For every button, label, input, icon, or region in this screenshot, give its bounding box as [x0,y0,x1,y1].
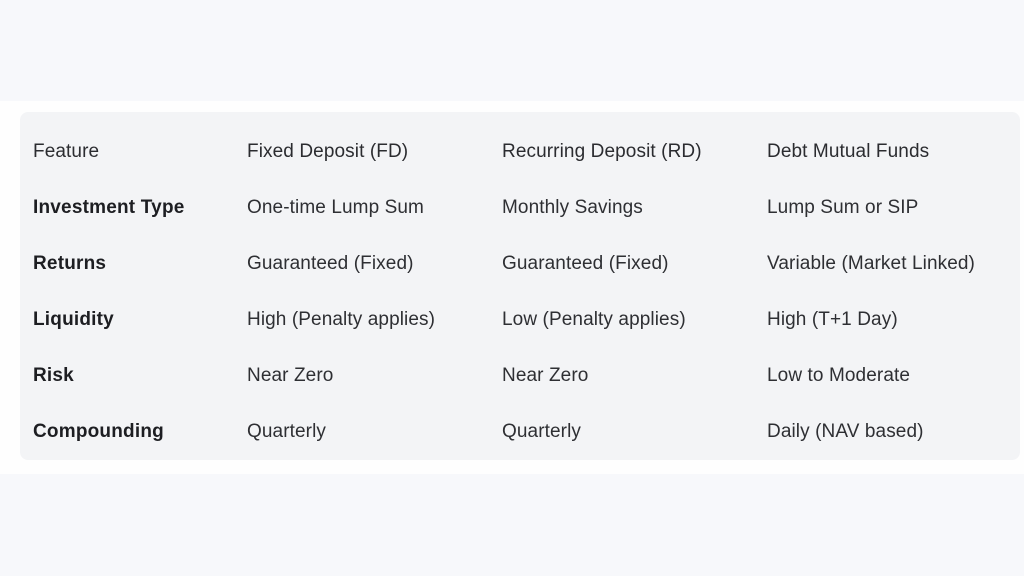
table-cell: Lump Sum or SIP [767,197,919,218]
table-cell: Near Zero [502,365,589,386]
table-cell: Quarterly [247,421,327,442]
row-label: Returns [33,253,107,274]
table-row-risk: Risk Near Zero Near Zero Low to Moderate [33,348,1019,404]
row-label: Liquidity [33,309,114,330]
table-cell: Daily (NAV based) [767,421,924,442]
table-cell: Near Zero [247,365,334,386]
table-cell: High (T+1 Day) [767,309,898,330]
table-row-compounding: Compounding Quarterly Quarterly Daily (N… [33,404,1019,460]
table-cell: Quarterly [502,421,582,442]
column-header-fixed-deposit: Fixed Deposit (FD) [247,141,409,162]
table-header-row: Feature Fixed Deposit (FD) Recurring Dep… [33,124,1019,180]
top-band [0,0,1024,101]
column-header-feature: Feature [33,141,100,162]
row-label: Compounding [33,421,164,442]
table-cell: Guaranteed (Fixed) [247,253,414,274]
column-header-debt-mutual-funds: Debt Mutual Funds [767,141,930,162]
table-cell: One-time Lump Sum [247,197,424,218]
table-cell: Monthly Savings [502,197,643,218]
row-label: Investment Type [33,197,185,218]
table-row-returns: Returns Guaranteed (Fixed) Guaranteed (F… [33,236,1019,292]
row-label: Risk [33,365,74,386]
table-cell: Variable (Market Linked) [767,253,975,274]
comparison-panel: Feature Fixed Deposit (FD) Recurring Dep… [20,112,1020,460]
table-cell: Low to Moderate [767,365,911,386]
table-cell: Guaranteed (Fixed) [502,253,669,274]
table-cell: Low (Penalty applies) [502,309,686,330]
table-row-investment-type: Investment Type One-time Lump Sum Monthl… [33,180,1019,236]
table-cell: High (Penalty applies) [247,309,436,330]
comparison-table: Feature Fixed Deposit (FD) Recurring Dep… [33,124,1019,460]
column-header-recurring-deposit: Recurring Deposit (RD) [502,141,702,162]
table-row-liquidity: Liquidity High (Penalty applies) Low (Pe… [33,292,1019,348]
bottom-band [0,474,1024,576]
